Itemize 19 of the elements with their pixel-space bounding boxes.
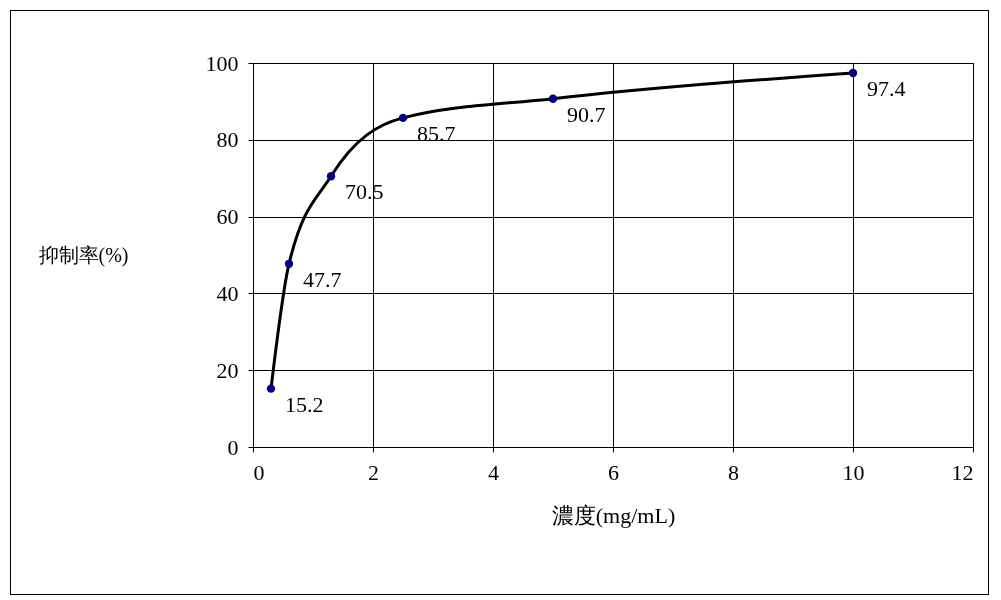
y-axis-title: 抑制率(%) — [38, 243, 129, 267]
y-tick-label: 60 — [216, 204, 239, 230]
y-tick-label: 0 — [227, 434, 239, 460]
x-tick-label: 10 — [842, 459, 865, 485]
y-tick-label: 80 — [216, 127, 239, 153]
data-label: 47.7 — [303, 266, 342, 292]
x-tick-label: 6 — [608, 459, 619, 485]
data-label: 15.2 — [285, 391, 324, 417]
x-tick-label: 12 — [951, 459, 974, 485]
x-tick-label: 2 — [368, 459, 379, 485]
y-tick-label: 100 — [205, 50, 239, 76]
x-tick-label: 8 — [728, 459, 739, 485]
y-tick-label: 40 — [216, 280, 239, 306]
data-label: 97.4 — [867, 75, 906, 101]
x-axis-title: 濃度(mg/mL) — [551, 502, 676, 528]
x-tick-label: 4 — [488, 459, 499, 485]
x-tick-label: 0 — [253, 459, 265, 485]
data-label: 90.7 — [567, 101, 606, 127]
y-tick-label: 20 — [216, 357, 239, 383]
